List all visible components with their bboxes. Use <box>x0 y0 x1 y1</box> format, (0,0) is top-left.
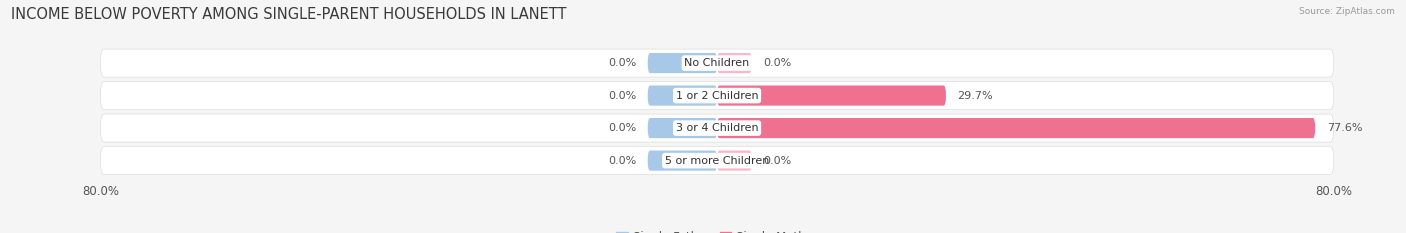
FancyBboxPatch shape <box>717 118 1315 138</box>
Text: INCOME BELOW POVERTY AMONG SINGLE-PARENT HOUSEHOLDS IN LANETT: INCOME BELOW POVERTY AMONG SINGLE-PARENT… <box>11 7 567 22</box>
FancyBboxPatch shape <box>648 53 717 73</box>
FancyBboxPatch shape <box>100 114 1334 142</box>
FancyBboxPatch shape <box>100 49 1334 77</box>
Text: 1 or 2 Children: 1 or 2 Children <box>676 91 758 101</box>
Legend: Single Father, Single Mother: Single Father, Single Mother <box>612 226 823 233</box>
FancyBboxPatch shape <box>717 53 752 73</box>
FancyBboxPatch shape <box>648 86 717 106</box>
Text: 29.7%: 29.7% <box>957 91 993 101</box>
Text: 77.6%: 77.6% <box>1327 123 1362 133</box>
Text: 0.0%: 0.0% <box>607 58 636 68</box>
FancyBboxPatch shape <box>100 147 1334 175</box>
Text: 3 or 4 Children: 3 or 4 Children <box>676 123 758 133</box>
Text: 0.0%: 0.0% <box>607 91 636 101</box>
FancyBboxPatch shape <box>717 151 752 171</box>
FancyBboxPatch shape <box>648 118 717 138</box>
Text: Source: ZipAtlas.com: Source: ZipAtlas.com <box>1299 7 1395 16</box>
Text: 0.0%: 0.0% <box>607 123 636 133</box>
FancyBboxPatch shape <box>100 82 1334 110</box>
FancyBboxPatch shape <box>717 86 946 106</box>
Text: 5 or more Children: 5 or more Children <box>665 156 769 166</box>
Text: 0.0%: 0.0% <box>763 156 792 166</box>
Text: 0.0%: 0.0% <box>607 156 636 166</box>
FancyBboxPatch shape <box>648 151 717 171</box>
Text: No Children: No Children <box>685 58 749 68</box>
Text: 0.0%: 0.0% <box>763 58 792 68</box>
